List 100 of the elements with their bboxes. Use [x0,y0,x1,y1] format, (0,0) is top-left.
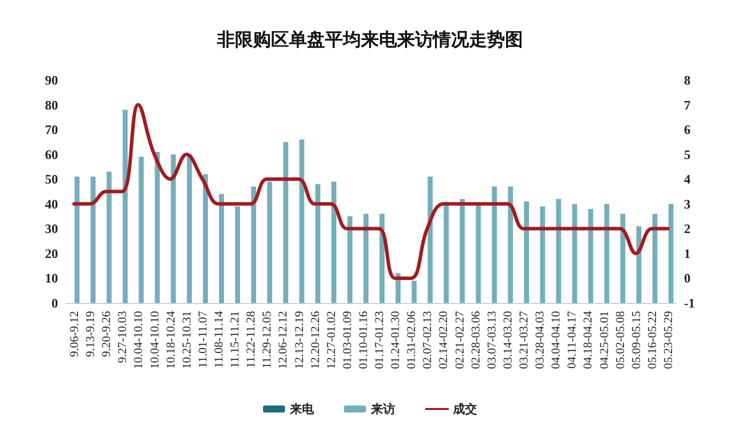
legend-label: 来访 [370,402,395,416]
x-tick-label: 11.08-11.14 [212,311,226,368]
y-tick-label: 50 [45,172,58,187]
x-tick-label: 04.11-04.17 [564,311,579,369]
y2-tick-label: 3 [684,196,691,212]
x-tick-label: 11.29-12.05 [260,311,274,369]
x-tick-label: 01.31-02.06 [404,311,418,369]
legend-label: 来电 [289,402,315,416]
y2-tick-label: 8 [684,72,691,88]
y-tick-label: 40 [45,196,58,212]
y-tick-label: 0 [52,296,58,310]
x-tick-label: 01.03-01.09 [340,311,354,369]
bar [122,110,128,303]
x-tick-label: 12.13-12.19 [292,311,306,369]
x-tick-label: 12.06-12.12 [276,311,290,369]
y2-tick-label: 4 [684,172,691,187]
bar [460,198,465,303]
x-tick-label: 02.21-02.27 [452,311,466,369]
legend-label: 成交 [452,402,477,416]
y-tick-label: 10 [45,270,58,286]
y2-tick-label: 0 [684,270,690,286]
x-tick-label: 05.23-05.29 [660,311,675,369]
y-tick-label: 60 [45,146,58,162]
bar [186,154,192,303]
x-tick-label: 02.07-02.13 [420,311,434,369]
x-tick-label: 9.06-9.12 [67,311,82,357]
x-tick-label: 11.22-11.28 [244,311,258,368]
bar [331,182,336,303]
bar [106,172,112,303]
bar [74,176,80,303]
bar [138,156,144,303]
bar [219,194,224,303]
bar [540,206,546,303]
y-tick-label: 30 [45,221,58,236]
x-tick-label: 9.13-9.19 [83,311,98,357]
bar [154,152,160,303]
bar [588,208,594,303]
bar [299,139,304,303]
x-tick-label: 12.27-01.02 [324,311,338,369]
x-tick-label: 10.04-10.10 [147,311,162,369]
bar [283,142,288,303]
x-tick-label: 05.02-05.08 [612,311,627,369]
x-tick-label: 02.28-03.06 [468,311,482,369]
line-series [72,103,670,280]
x-tick-label: 02.14-02.20 [436,311,450,369]
bar [363,214,368,303]
bar [572,204,578,303]
x-tick-label: 01.24-01.30 [388,311,402,369]
y2-tick-label: -1 [684,296,695,310]
bar [428,176,433,303]
bar [315,184,320,303]
bar [620,214,626,303]
bar [668,204,674,303]
y-tick-label: 90 [45,72,58,88]
x-tick-label: 11.15-11.21 [228,311,242,368]
bar [267,182,272,303]
bar [604,204,610,303]
y2-tick-label: 7 [684,97,691,112]
y-tick-label: 70 [45,122,58,138]
x-tick-label: 03.28-04.03 [532,311,547,369]
bar [444,204,449,303]
x-tick-label: 03.07-03.13 [484,311,498,369]
x-tick-label: 04.25-05.01 [596,311,611,369]
x-tick-label: 12.20-12.26 [308,311,322,369]
x-tick-label: 01.17-01.23 [372,311,386,369]
bar [524,201,529,303]
x-tick-label: 10.18-10.24 [163,311,178,369]
y2-tick-label: 2 [684,221,690,236]
bar [476,204,481,303]
y2-tick-label: 5 [684,146,691,162]
chart-title: 非限购区单盘平均来电来访情况走势图 [216,30,523,50]
bar [652,214,658,303]
x-tick-label: 05.09-05.15 [628,311,643,369]
x-tick-label: 05.16-05.22 [644,311,659,369]
x-tick-label: 03.14-03.20 [500,311,514,369]
y2-tick-label: 6 [684,122,691,138]
bar [170,154,176,303]
bar [202,174,208,303]
x-tick-label: 10.04-10.10 [131,311,146,369]
x-tick-label: 04.18-04.24 [580,311,595,369]
bar [636,226,642,303]
y-tick-label: 20 [45,246,58,261]
bar [90,176,96,303]
bar [347,216,352,303]
bar [235,206,240,303]
y-tick-label: 80 [45,97,58,112]
y2-tick-label: 1 [684,246,690,261]
bar [508,186,513,303]
x-tick-label: 01.10-01.16 [356,311,370,369]
bar [380,214,385,303]
x-tick-label: 03.21-03.27 [516,311,530,369]
bar [251,186,256,303]
x-tick-label: 04.04-04.10 [548,311,563,369]
bar [412,280,417,303]
bar [556,198,562,303]
x-tick-label: 9.27-10.03 [115,311,130,363]
x-tick-label: 9.20-9.26 [99,311,114,357]
x-tick-label: 11.01-11.07 [195,311,210,368]
bar [492,186,497,303]
x-tick-label: 10.25-10.31 [179,311,194,369]
